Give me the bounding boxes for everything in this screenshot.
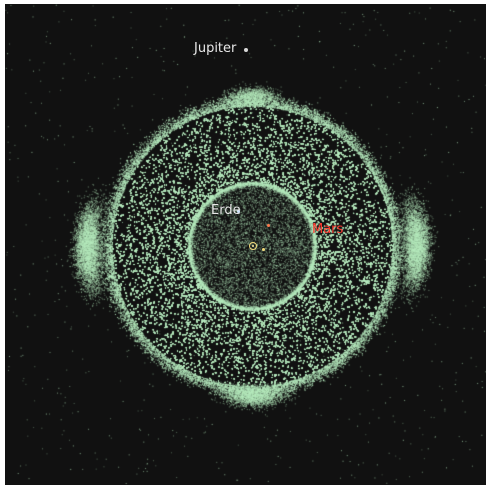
jupiter-label: Jupiter	[194, 41, 237, 56]
mars-icon	[267, 224, 270, 227]
sun-companion-dot	[262, 248, 265, 251]
mars-label: Mars	[312, 222, 344, 237]
solar-system-view: Jupiter Erde Mars	[5, 4, 486, 485]
asteroid-field	[5, 4, 486, 485]
jupiter-icon	[244, 48, 248, 52]
earth-label: Erde	[211, 203, 241, 218]
earth-icon	[237, 210, 240, 213]
sun-icon	[249, 242, 257, 250]
sun-core	[252, 245, 254, 247]
